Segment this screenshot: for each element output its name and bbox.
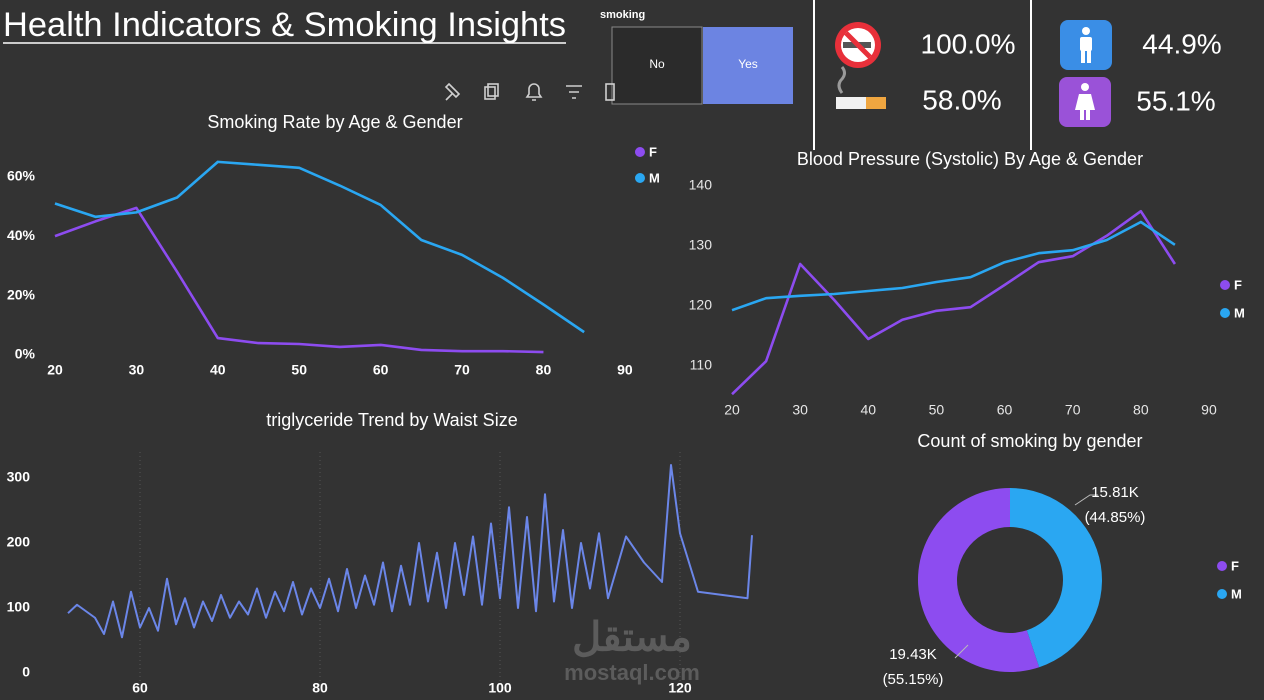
slicer-option[interactable] [611, 26, 703, 105]
legend-swatch [1217, 589, 1227, 599]
data-line [54, 206, 544, 354]
x-tick-label: 60 [132, 680, 148, 696]
data-line [731, 220, 1176, 312]
legend-label: M [649, 170, 660, 185]
x-tick-label: 80 [1133, 402, 1149, 418]
y-tick-label: 60% [7, 167, 36, 183]
slicer-title: smoking [600, 9, 645, 21]
x-tick-label: 50 [291, 362, 307, 378]
chart-title: Smoking Rate by Age & Gender [207, 112, 462, 132]
x-tick-label: 20 [724, 402, 740, 418]
charts: Smoking Rate by Age & Gender 20 30 40 50 60 70… [7, 112, 1245, 696]
y-tick-label: 110 [690, 357, 713, 373]
visual-toolbar [444, 82, 615, 101]
no-smoking-icon [835, 22, 881, 68]
leader-line [954, 644, 969, 659]
y-tick-label: 40% [7, 227, 36, 243]
x-tick-label: 60 [997, 402, 1013, 418]
y-tick-label: 130 [689, 237, 713, 253]
x-tick-label: 60 [373, 362, 389, 378]
legend-swatch [1217, 561, 1227, 571]
legend-label: F [1234, 277, 1242, 292]
kpi-value: 58.0% [922, 84, 1001, 115]
data-line [67, 464, 753, 639]
x-tick-label: 120 [668, 680, 692, 696]
watermark: مستقل [572, 616, 692, 660]
legend-label: F [1231, 558, 1239, 573]
data-label: 15.81K [1091, 484, 1139, 501]
x-tick-label: 50 [929, 402, 945, 418]
data-line [731, 209, 1177, 396]
y-tick-label: 0 [22, 664, 30, 680]
y-tick-label: 0% [15, 346, 36, 362]
kpi-value: 100.0% [921, 28, 1016, 59]
copy-icon[interactable] [484, 86, 496, 100]
copy-icon-back [487, 83, 499, 97]
male-icon [1060, 20, 1112, 70]
x-tick-label: 30 [792, 402, 808, 418]
y-tick-label: 120 [689, 297, 713, 313]
alert-icon[interactable] [525, 83, 543, 101]
data-label: 19.43K [889, 646, 937, 663]
y-tick-label: 20% [7, 286, 36, 302]
donut-slice [1010, 488, 1102, 668]
cigarette-icon [836, 66, 886, 109]
data-line [54, 160, 585, 334]
legend-swatch [1220, 308, 1230, 318]
legend-swatch [1220, 280, 1230, 290]
y-tick-label: 200 [7, 534, 31, 550]
x-tick-label: 20 [47, 362, 63, 378]
focus-icon[interactable] [605, 83, 615, 101]
slicer-option-selected[interactable] [703, 27, 793, 104]
x-tick-label: 100 [488, 680, 512, 696]
x-tick-label: 30 [129, 362, 145, 378]
x-tick-label: 80 [536, 362, 552, 378]
slicer-option-label[interactable]: Yes [738, 57, 758, 71]
x-tick-label: 90 [617, 362, 633, 378]
chart-title: Blood Pressure (Systolic) By Age & Gende… [797, 149, 1143, 169]
kpi-value: 55.1% [1136, 85, 1215, 116]
leader-line [1074, 494, 1098, 506]
y-tick-label: 300 [7, 469, 31, 485]
legend-label: M [1234, 305, 1245, 320]
data-label-percent: (55.15%) [883, 671, 944, 688]
slicer-option-label[interactable]: No [649, 57, 665, 71]
page-title: Health Indicators & Smoking Insights [3, 6, 566, 44]
x-tick-label: 40 [210, 362, 226, 378]
chart-title: triglyceride Trend by Waist Size [266, 410, 517, 430]
legend-swatch [635, 147, 645, 157]
legend-label: F [649, 144, 657, 159]
legend-swatch [635, 173, 645, 183]
x-tick-label: 70 [454, 362, 470, 378]
y-tick-label: 100 [7, 599, 31, 615]
y-tick-label: 140 [689, 177, 713, 193]
female-icon [1059, 77, 1111, 127]
donut-slice [917, 488, 1040, 672]
x-tick-label: 70 [1065, 402, 1081, 418]
x-tick-label: 80 [312, 680, 328, 696]
x-tick-label: 90 [1201, 402, 1217, 418]
chart-title: Count of smoking by gender [917, 431, 1142, 451]
data-label-percent: (44.85%) [1085, 509, 1146, 526]
pin-icon[interactable] [444, 82, 461, 101]
filter-icon[interactable] [566, 85, 582, 99]
legend-label: M [1231, 586, 1242, 601]
x-tick-label: 40 [861, 402, 877, 418]
kpi-value: 44.9% [1142, 28, 1221, 59]
watermark: mostaql.com [564, 660, 700, 685]
